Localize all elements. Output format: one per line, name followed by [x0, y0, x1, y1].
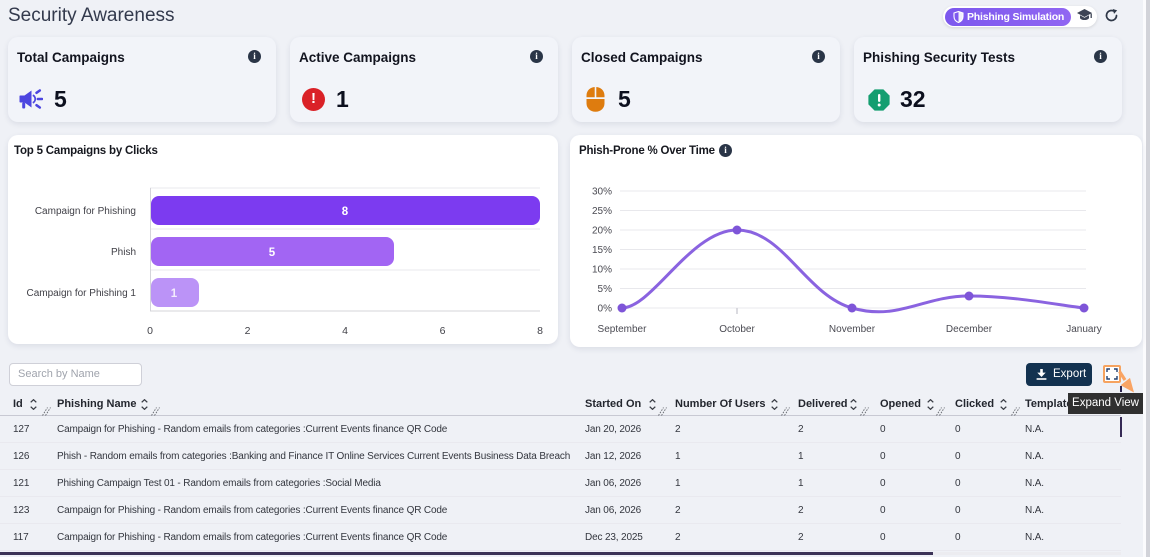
svg-text:December: December: [946, 324, 993, 335]
svg-text:4: 4: [342, 325, 348, 337]
svg-text:Phish: Phish: [111, 247, 136, 258]
svg-text:Campaign for Phishing 1: Campaign for Phishing 1: [26, 288, 136, 299]
svg-text:25%: 25%: [592, 206, 612, 217]
svg-text:Campaign for Phishing: Campaign for Phishing: [35, 206, 136, 217]
svg-text:0%: 0%: [598, 304, 613, 315]
svg-text:6: 6: [440, 325, 446, 337]
svg-text:5: 5: [269, 247, 276, 259]
svg-text:November: November: [829, 324, 876, 335]
svg-text:15%: 15%: [592, 245, 612, 256]
svg-text:2: 2: [245, 325, 251, 337]
svg-text:20%: 20%: [592, 226, 612, 237]
svg-text:0: 0: [147, 325, 153, 337]
svg-text:September: September: [598, 324, 648, 335]
svg-text:10%: 10%: [592, 265, 612, 276]
svg-text:1: 1: [171, 288, 178, 300]
svg-text:8: 8: [342, 206, 349, 218]
svg-text:January: January: [1066, 324, 1102, 335]
svg-text:October: October: [719, 324, 755, 335]
svg-text:5%: 5%: [598, 284, 613, 295]
svg-text:8: 8: [537, 325, 543, 337]
svg-text:30%: 30%: [592, 187, 612, 198]
